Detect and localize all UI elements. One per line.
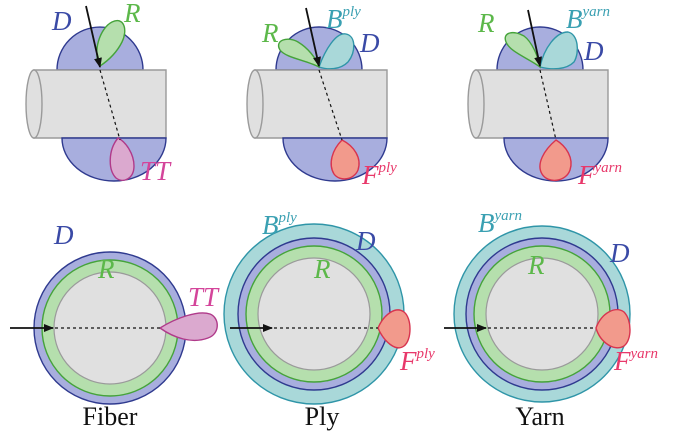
fiber-tt-lobe-cross [158,312,218,342]
yarn-cross-label-r: R [527,250,545,280]
yarn-cross-label-f: Fyarn [613,346,658,376]
ply-top-label-r: R [261,18,279,48]
fiber-cross-label-r: R [97,254,115,284]
ply-top-label-d: D [359,28,380,58]
yarn-cross-label-b: Byarn [478,208,522,238]
fiber-cross-label-d: D [53,220,74,250]
yarn-core [485,257,599,371]
fiber-cylinder [33,69,167,139]
yarn-top-label-d: D [583,36,604,66]
ply-f-lobe-cross [377,309,411,349]
caption-yarn: Yarn [515,402,565,431]
yarn-cross-section [444,225,631,403]
fiber-top-label-d: D [51,6,72,36]
fiber-path-line [99,69,121,141]
ply-core [257,257,371,371]
caption-ply: Ply [304,402,340,431]
ply-incident-arrow [305,7,321,67]
fiber-cylinder-end [25,69,43,139]
yarn-cross-label-d: D [609,238,630,268]
ply-top-label-f: Fply [361,160,397,190]
fiber-cross-label-tt: TT [188,282,220,312]
ply-path-line [318,69,343,141]
ply-top-label-b: Bply [326,4,361,34]
yarn-f-lobe [539,139,572,181]
yarn-b-lobe [539,31,579,70]
yarn-f-lobe-cross [595,309,631,349]
fiber-side-view [25,5,167,182]
yarn-cylinder-end [467,69,485,139]
ply-b-lobe [318,33,355,70]
ply-cross-label-f: Fply [399,346,435,376]
ply-cross-label-b: Bply [262,210,297,240]
yarn-incident-arrow [527,9,543,67]
ply-cross-section [223,223,411,405]
caption-fiber: Fiber [82,402,138,431]
yarn-top-label-f: Fyarn [577,160,622,190]
yarn-top-label-b: Byarn [566,4,610,34]
ply-r-lobe [277,38,321,69]
yarn-top-label-r: R [477,8,495,38]
fiber-r-lobe [96,19,126,67]
fiber-top-label-r: R [123,0,141,28]
yarn-cylinder [475,69,609,139]
fiber-cross-section [10,251,218,405]
fiber-top-label-tt: TT [140,156,172,186]
ply-cylinder [254,69,388,139]
ply-cross-label-d: D [355,226,376,256]
ply-side-view [246,7,388,182]
fiber-tt-lobe [109,137,135,182]
yarn-r-lobe [504,31,542,69]
fiber-incident-arrow [85,5,102,68]
yarn-side-view [467,9,609,182]
ply-cylinder-end [246,69,264,139]
ply-cross-label-r: R [313,254,331,284]
ply-f-lobe [330,139,360,180]
